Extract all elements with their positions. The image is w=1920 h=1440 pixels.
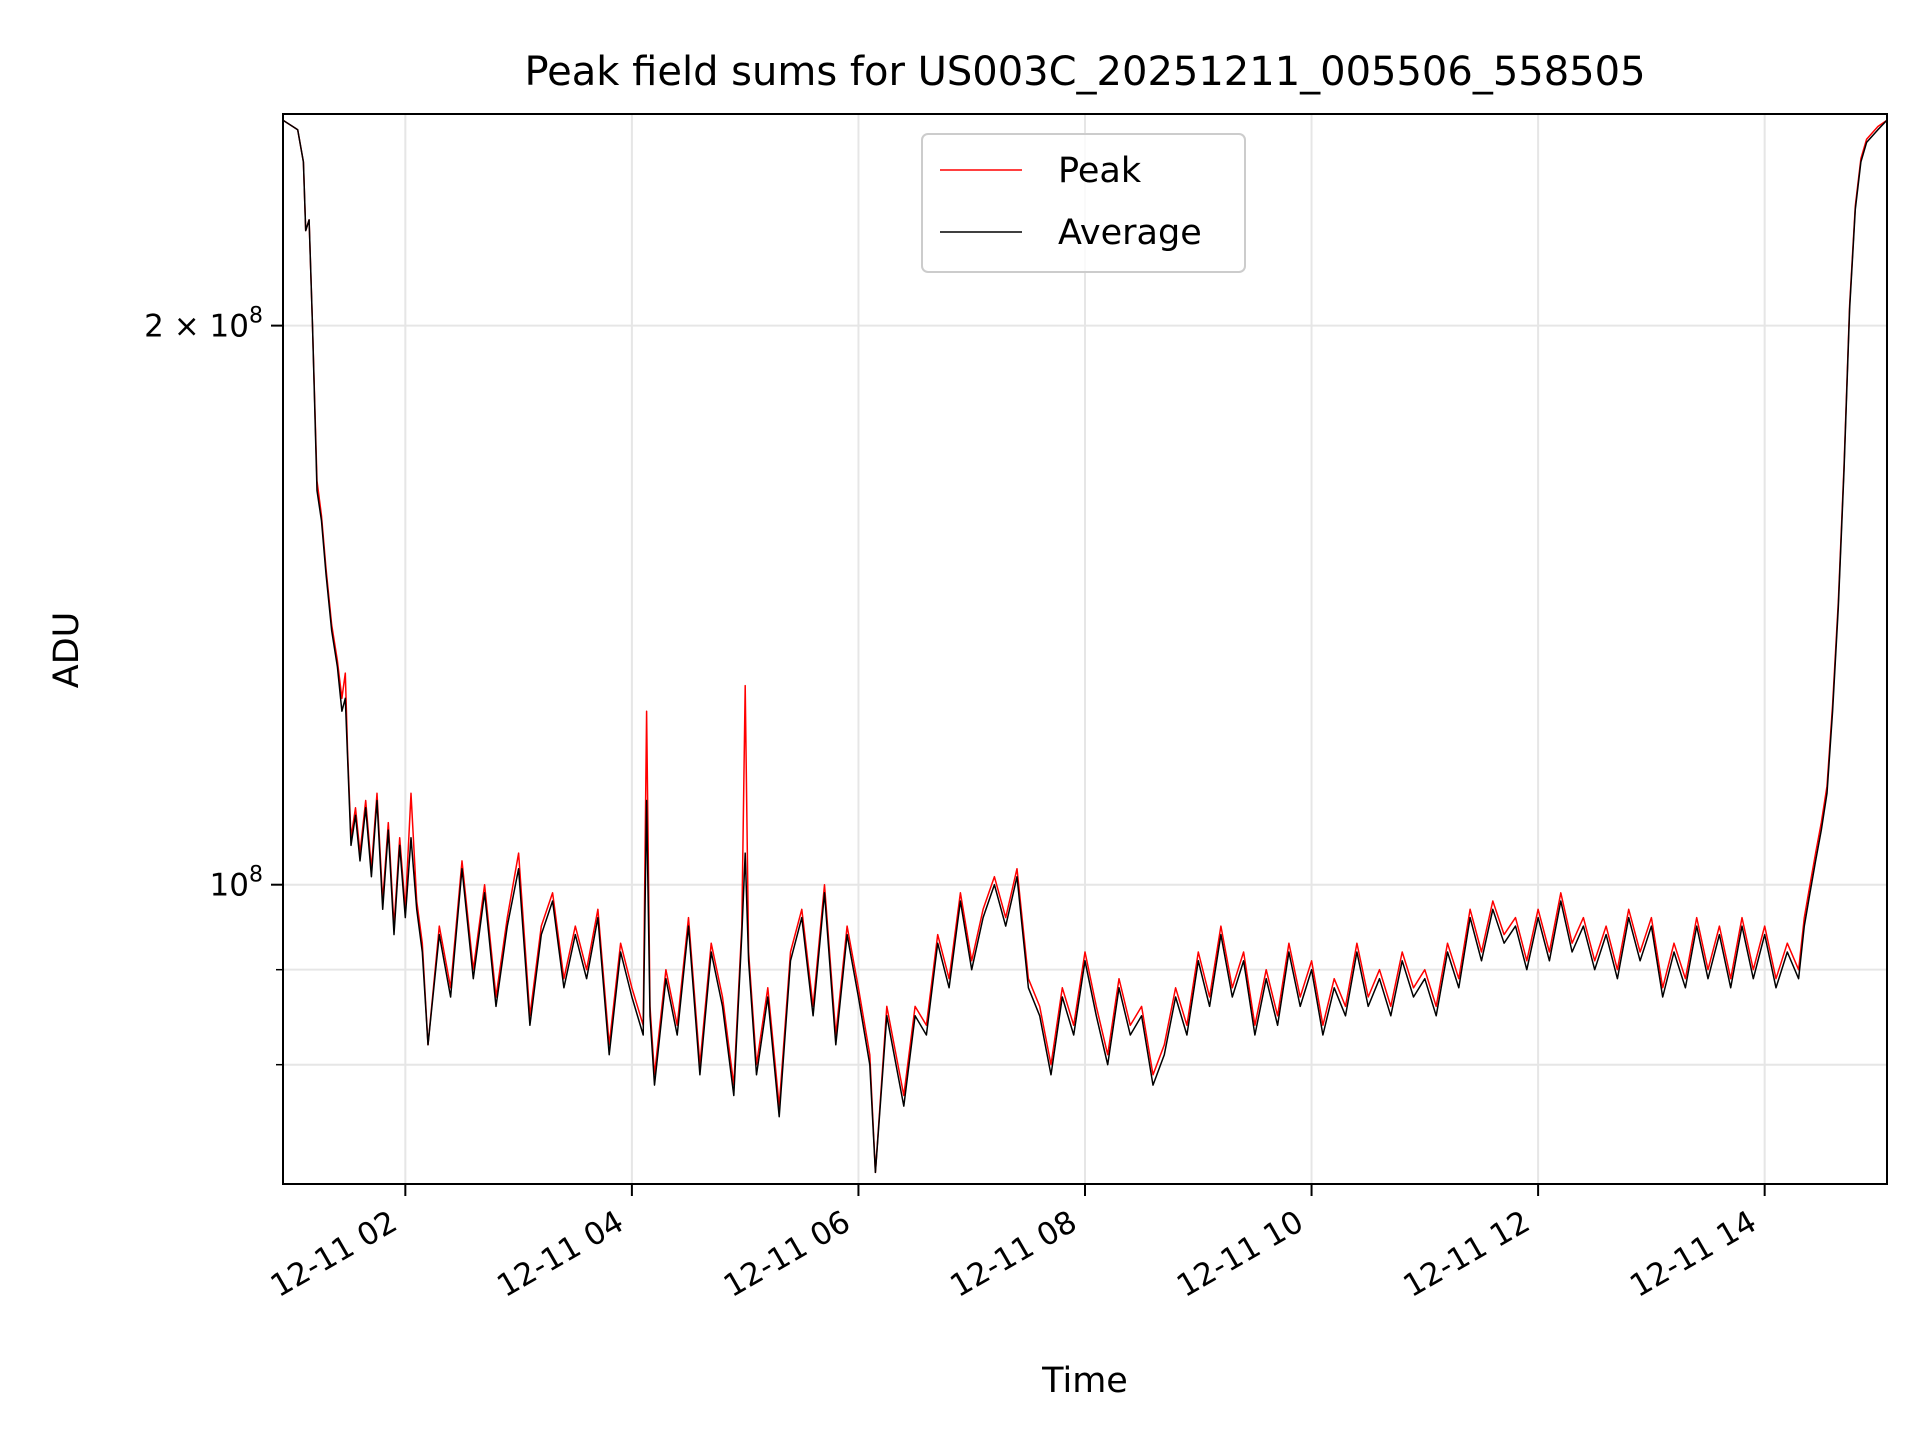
legend-average-label: Average [1058,213,1202,253]
legend: Peak Average [921,133,1246,273]
y-tick-mantissa: 2 × [144,309,209,345]
legend-box [921,133,1246,273]
y-tick-label: 108 [210,863,263,904]
chart-title: Peak field sums for US003C_20251211_0055… [524,49,1645,95]
grid [283,114,1887,1184]
y-tick-base: 10 [210,309,249,345]
y-tick-exponent: 8 [249,863,263,888]
y-axis-label: ADU [47,612,87,689]
y-tick-exponent: 8 [249,304,263,329]
series-line-average [283,119,1887,1174]
x-axis-label: Time [1041,1361,1128,1401]
series-lines [283,119,1887,1174]
y-tick-label: 2 × 108 [144,304,263,345]
y-tick-base: 10 [210,868,249,904]
legend-peak-label: Peak [1058,151,1142,191]
